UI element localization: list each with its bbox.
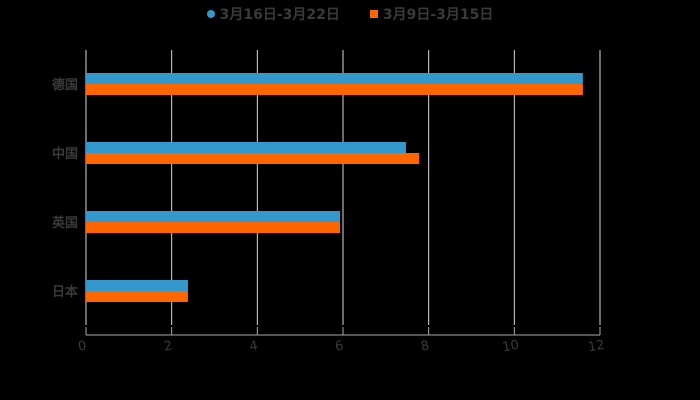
legend-label: 3月9日-3月15日 [382,7,494,23]
x-tick-label: 2 [163,338,174,354]
legend-marker-square-icon [369,10,378,18]
bar[interactable] [86,222,341,233]
bar[interactable] [86,142,406,153]
bar[interactable] [86,84,583,95]
legend-marker-circle-icon [206,10,215,18]
bar[interactable] [86,280,188,291]
category-label: 日本 [52,284,78,300]
category-label: 中国 [52,146,78,162]
x-tick-label: 4 [248,338,259,354]
x-tick-label: 8 [420,338,431,354]
bar[interactable] [86,153,420,164]
category-label: 德国 [52,77,78,93]
x-tick-label: 6 [334,338,345,354]
bar[interactable] [86,211,341,222]
legend-item-series-1[interactable]: 3月16日-3月22日 [206,4,340,24]
legend-label: 3月16日-3月22日 [219,7,340,23]
legend-item-series-2[interactable]: 3月9日-3月15日 [369,4,494,24]
chart-legend: 3月16日-3月22日 3月9日-3月15日 [0,4,700,24]
category-label: 英国 [51,215,78,231]
x-tick-label: 10 [501,338,520,356]
bar[interactable] [86,291,188,302]
bar[interactable] [86,73,583,84]
x-tick-label: 0 [77,338,88,354]
x-tick-label: 12 [587,338,606,356]
